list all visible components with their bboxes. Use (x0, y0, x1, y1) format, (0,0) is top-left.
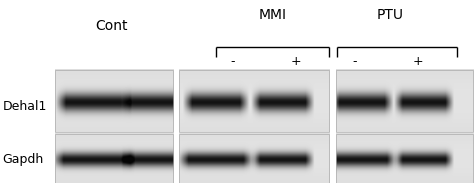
Text: +: + (291, 55, 301, 68)
Text: Dehal1: Dehal1 (2, 100, 47, 113)
Bar (55, 134, 173, 183)
Bar (336, 70, 473, 132)
Text: MMI: MMI (258, 8, 287, 22)
Text: PTU: PTU (376, 8, 403, 22)
Bar (336, 134, 473, 183)
Text: Gapdh: Gapdh (2, 153, 44, 166)
Text: +: + (413, 55, 423, 68)
Bar (179, 70, 329, 132)
Text: -: - (352, 55, 357, 68)
Bar (179, 134, 329, 183)
Bar (55, 70, 173, 132)
Text: -: - (230, 55, 235, 68)
Text: Cont: Cont (95, 19, 128, 33)
